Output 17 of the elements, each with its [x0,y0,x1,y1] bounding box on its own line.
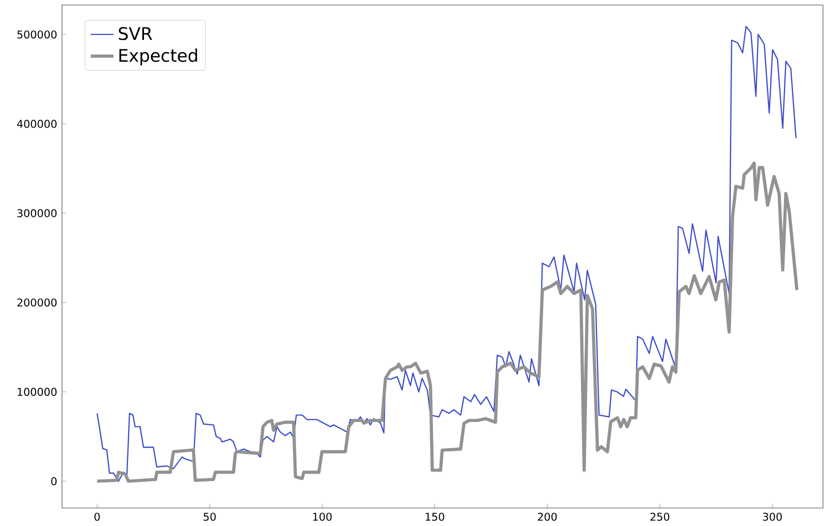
y-tick-label: 500000 [17,30,57,39]
y-tick-label: 200000 [17,298,57,307]
legend-label: Expected [119,48,198,66]
y-tick-label: 0 [51,477,57,486]
x-tick-label: 0 [94,512,100,521]
y-tick-label: 100000 [18,388,57,396]
x-tick-label: 150 [426,512,444,521]
x-tick-label: 300 [762,512,782,521]
x-tick-label: 250 [650,512,670,521]
line-series [96,162,798,483]
x-tick-label: 100 [313,512,332,521]
x-tick-label: 200 [538,512,557,521]
y-tick-label: 400000 [17,120,57,128]
x-tick-label: 50 [204,512,216,521]
line-series [96,26,797,482]
y-tick-label: 300000 [17,209,57,218]
legend-label: SVR [118,27,152,40]
